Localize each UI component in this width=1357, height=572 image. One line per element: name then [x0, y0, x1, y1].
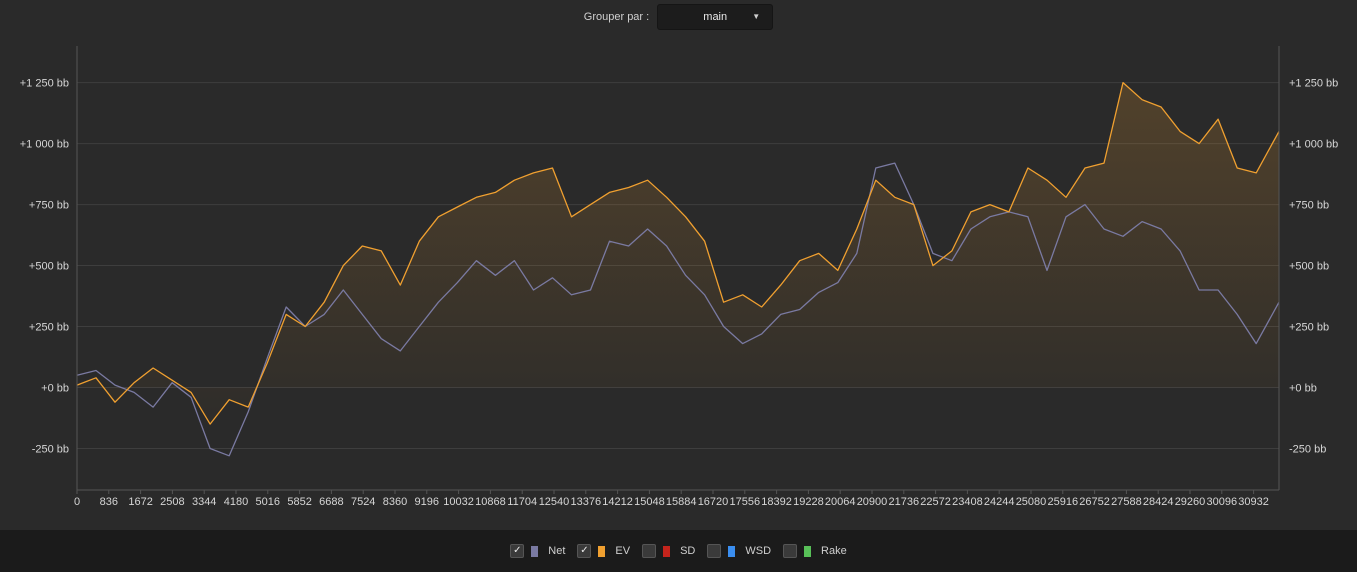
y-tick-label-left: +750 bb [29, 200, 69, 212]
x-tick-label: 14212 [602, 496, 633, 508]
legend-item-rake[interactable]: Rake [783, 544, 847, 558]
x-tick-label: 12540 [539, 496, 570, 508]
y-tick-label-left: +1 000 bb [20, 139, 69, 151]
axes: -250 bb -250 bb +0 bb +0 bb +250 bb +250 bb +5… [20, 46, 1338, 508]
net-series-line [76, 162, 1280, 457]
x-tick-label: 6688 [319, 496, 343, 508]
x-tick-label: 23408 [952, 496, 983, 508]
y-tick-label-right: +250 bb [1289, 322, 1329, 334]
sd-label: SD [680, 545, 696, 557]
chevron-down-icon: ▼ [752, 12, 761, 21]
x-tick-label: 13376 [570, 496, 601, 508]
x-tick-label: 3344 [192, 496, 216, 508]
x-tick-label: 29260 [1175, 496, 1206, 508]
x-tick-label: 8360 [383, 496, 407, 508]
rake-checkbox[interactable] [783, 544, 798, 558]
x-tick-label: 1672 [128, 496, 152, 508]
x-tick-label: 26752 [1079, 496, 1110, 508]
x-tick-label: 24244 [984, 496, 1015, 508]
ev-checkbox[interactable]: ✓ [577, 544, 592, 558]
x-tick-label: 20900 [857, 496, 888, 508]
net-checkbox[interactable]: ✓ [510, 544, 525, 558]
ev-area [77, 82, 1279, 425]
x-tick-label: 25916 [1047, 496, 1078, 508]
x-tick-label: 9196 [415, 496, 439, 508]
wsd-checkbox[interactable] [707, 544, 722, 558]
legend-item-net[interactable]: ✓ Net [510, 544, 565, 558]
y-tick-label-left: +0 bb [41, 383, 69, 395]
ev-label: EV [615, 545, 631, 557]
x-tick-label: 10032 [443, 496, 474, 508]
y-tick-label-right: +1 000 bb [1289, 139, 1338, 151]
x-tick-label: 21736 [888, 496, 919, 508]
x-tick-label: 836 [100, 496, 118, 508]
sd-color-swatch [663, 545, 671, 557]
net-color-swatch [531, 545, 539, 557]
ev-color-swatch [598, 545, 606, 557]
y-tick-label-right: +0 bb [1289, 383, 1317, 395]
wsd-label: WSD [745, 545, 772, 557]
y-tick-label-left: -250 bb [32, 444, 69, 456]
x-tick-label: 5016 [256, 496, 280, 508]
x-tick-label: 5852 [287, 496, 311, 508]
plot-area [76, 81, 1280, 457]
x-tick-label: 0 [74, 496, 80, 508]
legend: ✓ Net ✓ EV SD WSD Rake [0, 530, 1357, 572]
x-tick-label: 27588 [1111, 496, 1142, 508]
x-tick-label: 7524 [351, 496, 375, 508]
x-tick-label: 11704 [507, 496, 537, 508]
x-tick-label: 30932 [1238, 496, 1269, 508]
y-tick-label-left: +500 bb [29, 261, 69, 273]
x-tick-label: 10868 [475, 496, 506, 508]
group-by-select[interactable]: main ▼ [657, 4, 774, 30]
net-label: Net [548, 545, 566, 557]
group-by-value: main [703, 11, 728, 23]
wsd-color-swatch [728, 545, 736, 557]
rake-color-swatch [804, 545, 812, 557]
checkmark-icon: ✓ [580, 545, 589, 556]
x-tick-label: 22572 [920, 496, 951, 508]
rake-label: Rake [821, 545, 847, 557]
legend-item-ev[interactable]: ✓ EV [577, 544, 630, 558]
y-tick-label-right: +750 bb [1289, 200, 1329, 212]
x-tick-label: 18392 [761, 496, 792, 508]
x-tick-label: 15884 [666, 496, 697, 508]
legend-item-sd[interactable]: SD [642, 544, 695, 558]
x-tick-label: 25080 [1016, 496, 1047, 508]
sd-checkbox[interactable] [642, 544, 657, 558]
x-tick-label: 2508 [160, 496, 184, 508]
y-tick-label-right: +500 bb [1289, 261, 1329, 273]
y-tick-label-right: +1 250 bb [1289, 78, 1338, 90]
y-tick-label-left: +1 250 bb [20, 78, 69, 90]
x-tick-label: 17556 [729, 496, 760, 508]
x-tick-label: 15048 [634, 496, 665, 508]
group-by-toolbar: Grouper par : main ▼ [0, 4, 1357, 30]
legend-item-wsd[interactable]: WSD [707, 544, 771, 558]
group-by-label: Grouper par : [583, 11, 650, 23]
y-tick-label-left: +250 bb [29, 322, 69, 334]
x-tick-label: 20064 [825, 496, 856, 508]
x-tick-label: 16720 [698, 496, 729, 508]
x-tick-label: 19228 [793, 496, 824, 508]
x-tick-label: 28424 [1143, 496, 1174, 508]
y-tick-label-right: -250 bb [1289, 444, 1326, 456]
x-tick-label: 30096 [1206, 496, 1237, 508]
chart: -250 bb -250 bb +0 bb +0 bb +250 bb +250 bb +5… [20, 46, 1338, 508]
x-tick-label: 4180 [224, 496, 248, 508]
ev-series-line [76, 81, 1280, 425]
checkmark-icon: ✓ [513, 545, 522, 556]
